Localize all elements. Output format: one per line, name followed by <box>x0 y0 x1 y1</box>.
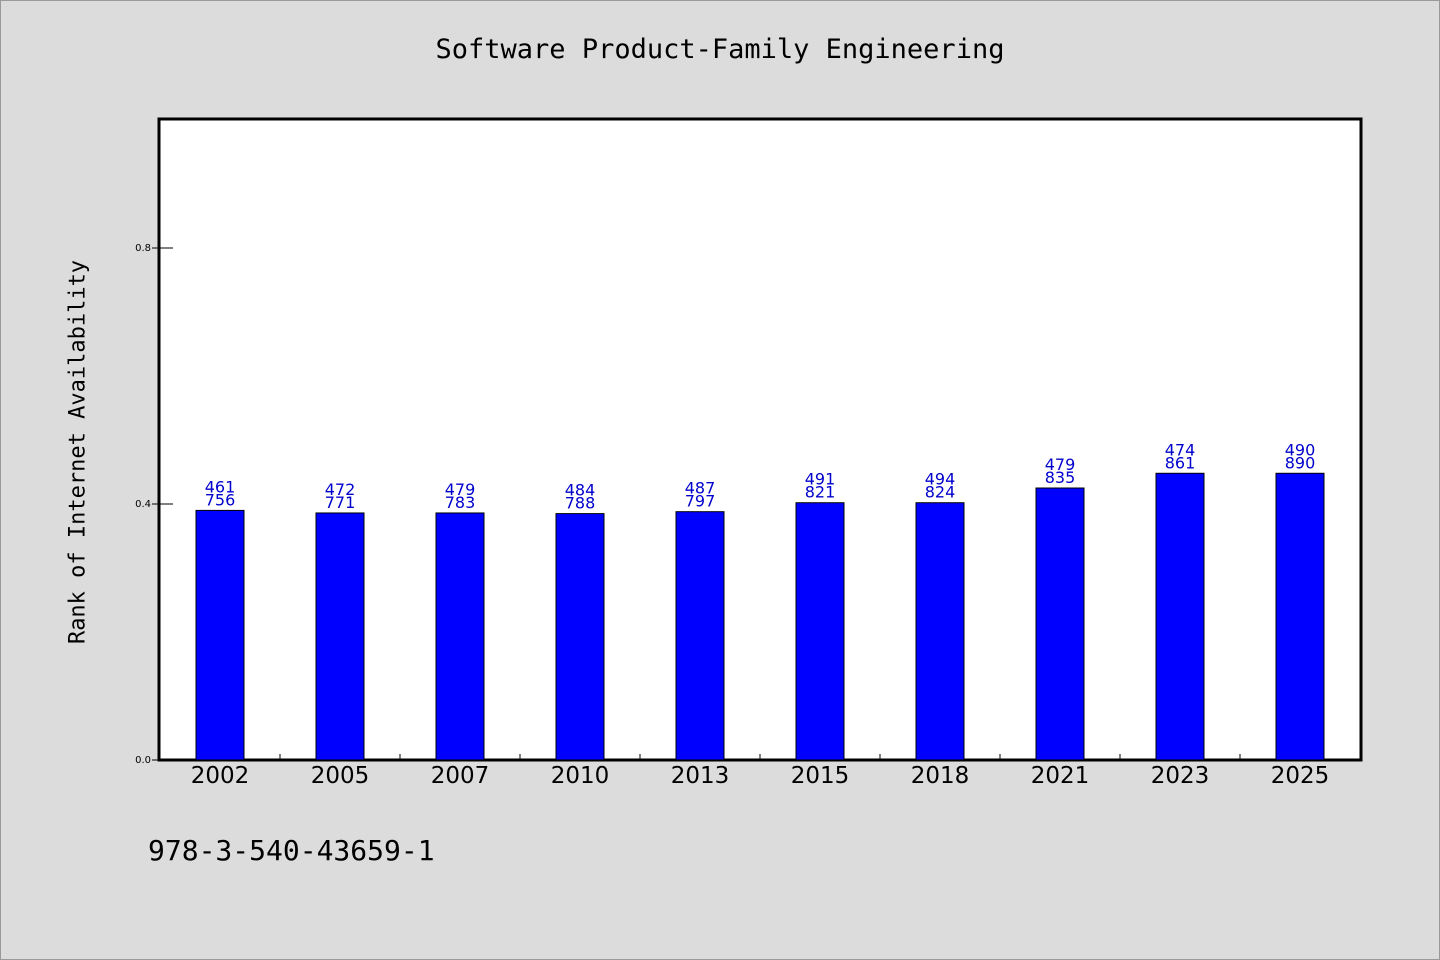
x-tick-label: 2002 <box>191 763 250 789</box>
y-tick-label: 0.0 <box>135 755 151 766</box>
bar-2023 <box>1155 472 1205 761</box>
bar-2013 <box>675 511 725 761</box>
y-tick-label: 0.8 <box>135 243 151 254</box>
bar-2002 <box>195 509 245 761</box>
data-label-bottom: 824 <box>925 483 956 502</box>
x-tick-label: 2018 <box>911 763 970 789</box>
x-axis: 2002 2005 2007 2010 2013 2015 2018 2021 2023 2025 <box>191 754 1330 789</box>
isbn-label: 978-3-540-43659-1 <box>148 834 435 867</box>
bar-2015 <box>795 502 845 761</box>
bar-2010 <box>555 513 605 761</box>
bar-2007 <box>435 512 485 761</box>
data-label-bottom: 756 <box>205 490 236 509</box>
bar-2025 <box>1275 472 1325 761</box>
x-tick-label: 2010 <box>551 763 610 789</box>
x-tick-label: 2015 <box>791 763 850 789</box>
x-tick-label: 2021 <box>1031 763 1090 789</box>
x-tick-label: 2005 <box>311 763 370 789</box>
y-tick-label: 0.4 <box>135 499 151 510</box>
chart-title: Software Product-Family Engineering <box>435 34 1005 65</box>
data-label-bottom: 771 <box>325 493 356 512</box>
data-label-top: 461 <box>205 477 236 496</box>
data-label-bottom: 797 <box>685 492 716 511</box>
bar-2021 <box>1035 487 1085 761</box>
x-tick-label: 2025 <box>1271 763 1330 789</box>
data-label-top: 491 <box>805 470 836 489</box>
data-label-bottom: 890 <box>1285 453 1316 472</box>
data-label-top: 490 <box>1285 440 1316 459</box>
y-axis: 0.0 0.4 0.8 <box>135 243 173 766</box>
bar-2005 <box>315 512 365 761</box>
data-label-bottom: 861 <box>1165 453 1196 472</box>
data-label-top: 494 <box>925 470 956 489</box>
data-label-bottom: 821 <box>805 483 836 502</box>
data-label-bottom: 788 <box>565 494 596 513</box>
data-label-top: 479 <box>1045 455 1076 474</box>
data-label-bottom: 835 <box>1045 468 1076 487</box>
data-label-bottom: 783 <box>445 493 476 512</box>
x-tick-label: 2007 <box>431 763 490 789</box>
bar-2018 <box>915 502 965 761</box>
data-label-top: 484 <box>565 481 596 500</box>
x-tick-label: 2023 <box>1151 763 1210 789</box>
data-label-top: 472 <box>325 480 356 499</box>
data-label-top: 487 <box>685 479 716 498</box>
data-label-top: 474 <box>1165 440 1196 459</box>
bar-group: 4617564727714797834847884877974918214948… <box>195 440 1325 761</box>
data-label-top: 479 <box>445 480 476 499</box>
x-tick-label: 2013 <box>671 763 730 789</box>
